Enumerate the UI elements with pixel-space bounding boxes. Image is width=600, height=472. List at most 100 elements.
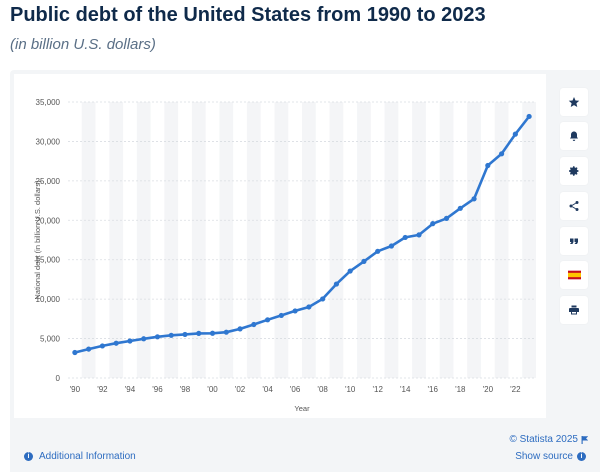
data-point	[182, 331, 188, 338]
year-band	[81, 102, 96, 378]
year-band	[522, 102, 536, 378]
x-tick-label: '98	[180, 385, 191, 394]
year-band	[302, 102, 316, 378]
x-tick-label: '08	[317, 385, 328, 394]
show-source-label: Show source	[515, 451, 573, 462]
data-point	[223, 329, 229, 335]
page-subtitle: (in billion U.S. dollars)	[10, 36, 156, 53]
year-band	[219, 102, 234, 378]
language-button[interactable]	[560, 261, 588, 289]
data-point	[416, 232, 422, 238]
data-point	[471, 196, 477, 202]
data-point	[237, 326, 243, 332]
y-axis-title: National debt (in billion U.S. dollars)	[33, 180, 42, 300]
x-tick-label: '00	[207, 385, 218, 394]
data-point	[251, 321, 257, 328]
year-band	[191, 102, 206, 378]
year-band	[357, 102, 371, 378]
x-tick-label: '18	[455, 385, 466, 394]
data-point	[141, 336, 147, 342]
quote-icon	[570, 238, 578, 244]
x-tick-label: '02	[235, 385, 246, 394]
chart-card: 0 5,000 10,000 15,000 20,000 25,000 30,000 35,0…	[14, 74, 546, 418]
cite-button[interactable]	[560, 227, 588, 255]
x-tick-label: '20	[483, 385, 494, 394]
credits-text: © Statista 2025	[509, 434, 578, 445]
data-point	[388, 243, 395, 249]
data-point	[306, 304, 312, 310]
data-point	[168, 332, 174, 338]
flag-pennant-icon	[581, 435, 588, 444]
data-point	[512, 131, 518, 137]
y-tick-label: 20,000	[36, 216, 61, 225]
settings-button[interactable]	[560, 157, 588, 185]
year-band	[246, 102, 261, 378]
flag-spain-icon	[567, 270, 581, 280]
data-point	[375, 248, 381, 254]
data-point	[278, 312, 284, 319]
page-title: Public debt of the United States from 19…	[10, 4, 486, 26]
x-tick-label: '14	[400, 385, 411, 394]
year-band	[329, 102, 344, 378]
year-band	[384, 102, 399, 378]
x-tick-label: '96	[152, 385, 163, 394]
data-point	[402, 234, 408, 241]
notification-button[interactable]	[560, 122, 588, 150]
data-point	[333, 281, 340, 287]
data-point	[264, 317, 271, 323]
share-button[interactable]	[560, 192, 588, 220]
data-point	[99, 343, 106, 349]
series-line	[73, 115, 531, 354]
info-icon: i	[577, 452, 586, 461]
print-button[interactable]	[560, 296, 588, 324]
y-tick-label: 35,000	[36, 98, 61, 107]
favorite-button[interactable]	[560, 88, 588, 116]
y-tick-label: 30,000	[36, 137, 61, 146]
data-point	[443, 215, 450, 221]
data-point	[292, 308, 298, 314]
data-point	[361, 258, 367, 264]
data-point	[320, 296, 326, 302]
bell-icon	[570, 131, 578, 141]
print-icon	[569, 305, 579, 315]
data-point	[457, 205, 463, 211]
credits[interactable]: © Statista 2025	[509, 434, 588, 445]
additional-information-link[interactable]: i Additional Information	[24, 451, 136, 462]
data-point	[72, 349, 78, 356]
star-icon	[568, 97, 580, 107]
year-band	[439, 102, 454, 378]
x-tick-label: '10	[345, 385, 356, 394]
x-tick-label: '94	[125, 385, 136, 394]
data-point	[485, 162, 491, 169]
additional-information-label: Additional Information	[39, 451, 136, 462]
year-band	[467, 102, 481, 378]
gear-icon	[569, 166, 579, 176]
line-chart: 0 5,000 10,000 15,000 20,000 25,000 30,000 35,0…	[33, 98, 536, 413]
year-band	[494, 102, 509, 378]
data-point	[526, 113, 532, 120]
data-point	[154, 334, 161, 340]
y-tick-label: 0	[56, 374, 61, 383]
year-band	[274, 102, 289, 378]
x-tick-label: '06	[290, 385, 301, 394]
data-point	[498, 151, 505, 157]
data-point	[347, 268, 353, 274]
data-point	[113, 340, 119, 346]
year-band	[412, 102, 426, 378]
year-band	[109, 102, 124, 378]
y-tick-label: 15,000	[36, 256, 61, 265]
show-source-link[interactable]: Show source i	[515, 451, 586, 462]
x-tick-label: '90	[70, 385, 81, 394]
year-band	[164, 102, 179, 378]
data-point	[127, 338, 133, 344]
share-icon	[569, 201, 579, 211]
data-point	[196, 330, 202, 336]
x-tick-label: '92	[97, 385, 108, 394]
x-axis-title: Year	[294, 404, 310, 413]
y-tick-label: 5,000	[40, 335, 61, 344]
x-tick-label: '04	[262, 385, 273, 394]
x-tick-label: '12	[372, 385, 383, 394]
data-point	[86, 346, 92, 352]
y-tick-label: 25,000	[36, 177, 61, 186]
x-tick-label: '22	[510, 385, 521, 394]
